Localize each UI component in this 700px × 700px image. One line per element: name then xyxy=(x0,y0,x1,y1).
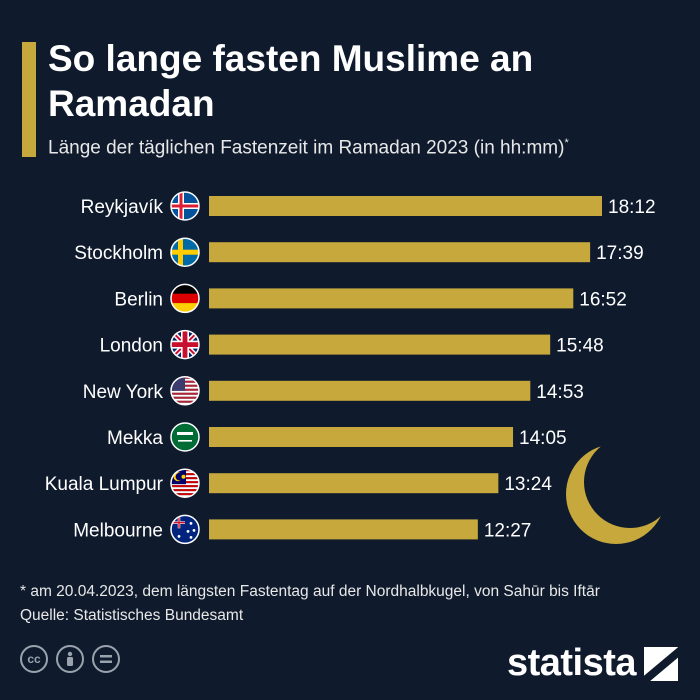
bar xyxy=(209,519,478,540)
bar xyxy=(209,473,499,494)
value-label: 12:27 xyxy=(484,520,532,541)
uk-flag-icon xyxy=(170,329,200,360)
category-label: New York xyxy=(83,382,164,403)
attribution-icon[interactable] xyxy=(56,645,84,673)
value-label: 13:24 xyxy=(504,474,552,495)
saudi-arabia-flag-icon xyxy=(170,422,200,452)
statista-brand[interactable]: statista xyxy=(507,642,678,685)
bar xyxy=(209,380,531,401)
germany-flag-icon xyxy=(170,283,200,314)
bar xyxy=(209,242,591,263)
title-accent-bar xyxy=(22,42,36,157)
creative-commons-icon[interactable]: cc xyxy=(20,645,48,673)
brand-name: statista xyxy=(506,642,637,684)
value-label: 16:52 xyxy=(579,289,627,310)
value-label: 15:48 xyxy=(556,336,604,357)
footnote-block: * am 20.04.2023, dem längsten Fastentag … xyxy=(20,580,690,628)
value-label: 14:53 xyxy=(536,382,584,403)
iceland-flag-icon xyxy=(170,191,200,221)
sweden-flag-icon xyxy=(170,237,200,267)
category-label: Kuala Lumpur xyxy=(45,474,164,495)
category-label: Reykjavík xyxy=(81,197,164,218)
category-label: Stockholm xyxy=(74,243,163,264)
statista-logo-icon xyxy=(644,646,678,681)
footnote: * am 20.04.2023, dem längsten Fastentag … xyxy=(20,583,600,600)
category-label: Berlin xyxy=(114,289,163,310)
bar-chart: Reykjavík 18:12 Stockholm 17:39 Berlin 16:52 L… xyxy=(45,191,656,545)
license-icons: cc xyxy=(20,645,120,673)
crescent-moon-icon xyxy=(566,444,666,544)
category-label: Mekka xyxy=(107,428,163,449)
category-label: Melbourne xyxy=(73,520,163,541)
malaysia-flag-icon xyxy=(170,468,200,498)
category-label: London xyxy=(100,336,163,357)
value-label: 18:12 xyxy=(608,197,656,218)
subtitle-text: Länge der täglichen Fastenzeit im Ramada… xyxy=(48,137,565,159)
bar xyxy=(209,427,514,447)
usa-flag-icon xyxy=(170,376,200,406)
subtitle-footnote-marker: * xyxy=(564,137,569,149)
no-derivatives-icon[interactable] xyxy=(92,645,120,673)
value-label: 17:39 xyxy=(596,243,644,264)
chart-subtitle: Länge der täglichen Fastenzeit im Ramada… xyxy=(48,137,698,159)
australia-flag-icon xyxy=(170,514,200,545)
bar xyxy=(209,196,602,216)
chart-title: So lange fasten Muslime an Ramadan xyxy=(48,38,534,124)
value-label: 14:05 xyxy=(519,428,567,449)
bar xyxy=(209,334,551,355)
source-note: Quelle: Statistisches Bundesamt xyxy=(20,607,244,624)
bar xyxy=(209,288,574,309)
